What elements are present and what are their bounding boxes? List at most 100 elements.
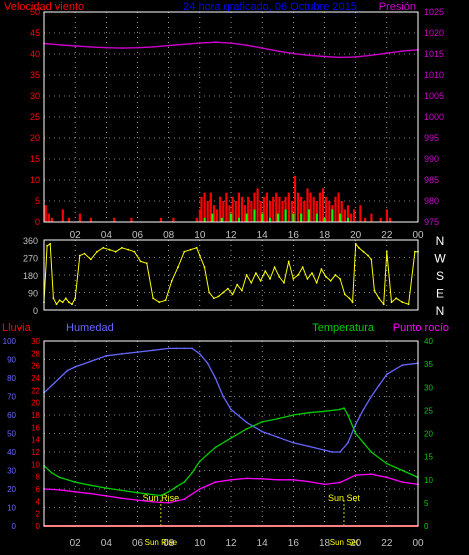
hour-tick-label: 06 xyxy=(132,230,144,241)
wind-direction-line-point xyxy=(334,274,337,276)
dewpoint-axis-title: Punto rocío xyxy=(393,322,449,334)
gust-bar xyxy=(292,213,295,222)
wind-direction-line-point xyxy=(269,278,271,280)
hour-tick-label: 08 xyxy=(163,538,175,549)
wind-speed-bar xyxy=(315,201,318,222)
wind-speed-bar xyxy=(237,192,240,222)
wind-direction-line-point xyxy=(395,297,398,300)
gust-bar xyxy=(245,213,248,222)
humidity-tick-label: 0 xyxy=(12,522,17,531)
wind-speed-tick-label: 30 xyxy=(30,91,40,101)
gust-bar xyxy=(315,213,318,222)
temperature-line-point xyxy=(89,484,92,487)
wind-direction-line-point xyxy=(259,279,262,282)
compass-label: E xyxy=(436,287,444,301)
hour-tick-label: 10 xyxy=(194,230,206,241)
humidity-axis-title: Humedad xyxy=(66,322,114,334)
temperature-line-point xyxy=(105,487,108,489)
pressure-tick-label: 1000 xyxy=(424,112,444,122)
rain-tick-label: 24 xyxy=(31,374,40,383)
hour-tick-label: 14 xyxy=(257,538,269,549)
humidity-line-point xyxy=(276,436,279,439)
hour-tick-label: 12 xyxy=(225,538,237,549)
temperature-tick-label: 5 xyxy=(424,499,429,508)
hour-tick-label: 16 xyxy=(288,230,300,241)
wind-speed-bar xyxy=(256,188,259,222)
wind-speed-bar xyxy=(388,217,392,222)
wind-direction-line-point xyxy=(351,301,354,304)
humidity-axis-ticks: 0 10 20 30 40 50 60 70 80 90 100 xyxy=(3,337,17,531)
wind-speed-bar xyxy=(212,205,216,222)
temperature-line-point xyxy=(370,451,373,453)
wind-direction-line-point xyxy=(114,250,117,253)
wind-direction-line-point xyxy=(382,303,385,306)
wind-direction-line-point xyxy=(127,248,130,251)
wind-direction-line-point xyxy=(208,291,211,294)
pressure-line-point xyxy=(339,56,341,59)
temperature-line-point xyxy=(152,493,155,496)
gust-bar xyxy=(300,213,303,222)
wind-direction-line-point xyxy=(315,281,318,284)
hour-tick-label: 18 xyxy=(319,230,331,241)
dewpoint-line-point xyxy=(276,478,279,481)
gust-bar xyxy=(307,209,311,222)
wind-direction-line-point xyxy=(58,299,61,302)
wind-direction-line-point xyxy=(133,250,136,253)
chart-title: 24 hora graficado, 06 Octubre 2015 xyxy=(183,1,357,13)
temperature-axis-ticks: 0 5 10 15 20 25 30 35 40 xyxy=(424,337,433,531)
wind-speed-bar xyxy=(379,217,382,222)
humidity-line-point xyxy=(89,360,92,363)
wind-direction-line-point xyxy=(46,244,48,247)
wind-speed-bar xyxy=(337,192,340,222)
humidity-line-point xyxy=(354,423,357,426)
sun-rise-label: Sun Rise xyxy=(143,493,180,503)
wind-direction-line-point xyxy=(145,262,148,265)
panel2-series xyxy=(43,242,419,306)
dewpoint-line-point xyxy=(183,498,186,501)
wind-speed-bar xyxy=(262,196,265,222)
wind-speed-bar xyxy=(209,192,212,222)
wind-direction-line-point xyxy=(102,246,105,249)
temperature-line-point xyxy=(261,421,264,423)
temperature-line-point xyxy=(136,491,139,494)
gust-bar xyxy=(346,217,350,222)
wind-direction-line-point xyxy=(301,266,304,269)
wind-speed-bar xyxy=(340,201,343,222)
wind-direction-line-point xyxy=(357,246,360,249)
wind-speed-bar xyxy=(297,192,300,222)
pressure-line-point xyxy=(121,47,123,49)
gust-bar xyxy=(269,217,272,222)
wind-speed-bar xyxy=(303,201,306,222)
wind-speed-tick-label: 35 xyxy=(30,70,40,80)
wind-speed-bar xyxy=(364,217,367,222)
humidity-tick-label: 40 xyxy=(7,448,16,457)
wind-direction-line-point xyxy=(170,279,173,282)
wind-speed-tick-label: 10 xyxy=(30,175,40,185)
pressure-tick-label: 1025 xyxy=(424,7,444,17)
pressure-line-point xyxy=(354,56,357,58)
wind-direction-line-point xyxy=(108,248,111,251)
wind-direction-line-point xyxy=(96,250,98,253)
dewpoint-line-point xyxy=(198,488,201,490)
temperature-line-point xyxy=(58,476,61,479)
dewpoint-line-point xyxy=(152,501,155,503)
humidity-line-point xyxy=(58,377,61,379)
wind-speed-bar xyxy=(240,196,244,222)
wind-direction-line-point xyxy=(74,297,77,300)
rain-tick-label: 6 xyxy=(36,485,41,494)
wind-speed-bar xyxy=(172,217,175,222)
rain-tick-label: 20 xyxy=(31,399,40,408)
pressure-tick-label: 995 xyxy=(424,133,439,143)
wind-direction-line-point xyxy=(189,248,192,251)
gust-bar xyxy=(323,217,326,222)
humidity-line-point xyxy=(323,449,326,451)
direction-axis-ticks: 0 90 180 270 360 xyxy=(23,236,38,316)
wind-direction-line-point xyxy=(139,260,142,263)
wind-direction-line-point xyxy=(78,254,81,257)
compass-label: S xyxy=(436,269,444,283)
wind-speed-bar xyxy=(253,192,256,222)
compass-label: N xyxy=(436,234,445,248)
pressure-line-point xyxy=(292,52,295,55)
direction-tick-label: 0 xyxy=(33,306,38,316)
